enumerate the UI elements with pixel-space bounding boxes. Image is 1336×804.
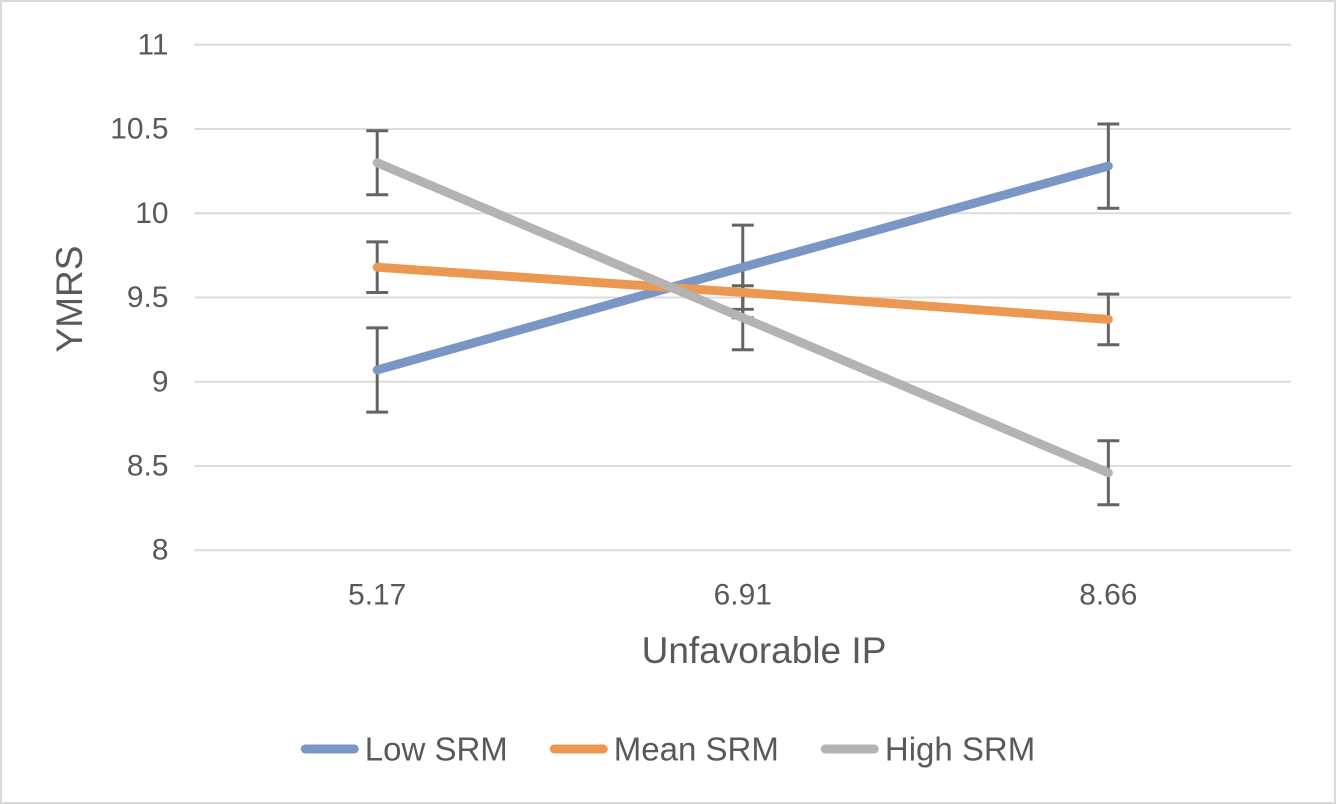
y-tick-label: 10 bbox=[135, 197, 168, 230]
y-tick-label: 9 bbox=[152, 365, 169, 398]
legend: Low SRM Mean SRM High SRM bbox=[300, 730, 1036, 768]
legend-item-mean-srm: Mean SRM bbox=[549, 730, 779, 768]
y-tick-label: 8 bbox=[152, 534, 169, 567]
y-tick-label: 10.5 bbox=[110, 113, 168, 146]
legend-swatch-mean-srm bbox=[549, 744, 608, 754]
x-tick-label: 6.91 bbox=[714, 579, 772, 612]
series-line-low-srm bbox=[372, 161, 1113, 375]
legend-item-low-srm: Low SRM bbox=[300, 730, 508, 768]
x-tick-label: 5.17 bbox=[348, 579, 406, 612]
legend-item-high-srm: High SRM bbox=[820, 730, 1036, 768]
y-tick-label: 8.5 bbox=[127, 450, 169, 483]
legend-swatch-low-srm bbox=[300, 744, 359, 754]
legend-label-mean-srm: Mean SRM bbox=[613, 730, 779, 768]
legend-swatch-high-srm bbox=[820, 744, 879, 754]
y-tick-label: 9.5 bbox=[127, 281, 169, 314]
x-axis-title: Unfavorable IP bbox=[641, 630, 887, 671]
legend-label-high-srm: High SRM bbox=[884, 730, 1036, 768]
legend-label-low-srm: Low SRM bbox=[364, 730, 508, 768]
x-tick-label: 8.66 bbox=[1079, 579, 1137, 612]
y-tick-label: 11 bbox=[137, 28, 168, 61]
series-line-mean-srm bbox=[372, 262, 1113, 324]
y-axis-title: YMRS bbox=[49, 245, 90, 353]
series-line-high-srm bbox=[372, 158, 1113, 478]
